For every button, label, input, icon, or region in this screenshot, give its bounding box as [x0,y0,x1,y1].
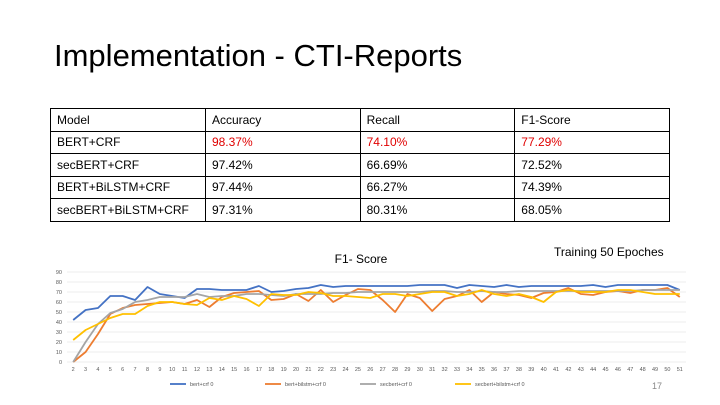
table-header-cell: Recall [359,108,516,132]
x-tick-label: 6 [121,367,124,373]
y-tick-label: 50 [56,310,62,316]
chart-title: F1- Score [334,252,388,266]
y-tick-label: 70 [56,290,62,296]
x-tick-label: 51 [677,367,683,373]
x-tick-label: 38 [516,367,522,373]
table-cell: 80.31% [359,198,516,222]
table-header-row: Model Accuracy Recall F1-Score [50,108,670,132]
table-cell: 97.42% [204,153,361,177]
x-tick-label: 27 [380,367,386,373]
x-tick-label: 20 [293,367,299,373]
table-header-cell: Accuracy [204,108,361,132]
x-tick-label: 30 [417,367,423,373]
table-cell: 66.27% [359,175,516,199]
results-table: Model Accuracy Recall F1-Score BERT+CRF 98.37… [50,108,670,222]
table-cell: secBERT+BiLSTM+CRF [50,198,206,222]
x-tick-label: 36 [491,367,497,373]
x-tick-label: 16 [243,367,249,373]
page-number: 17 [652,381,663,391]
legend-label: secbert+bilstm+crf 0 [475,382,525,388]
legend-label: bert+bilstm+crf 0 [285,382,326,388]
x-tick-label: 11 [182,367,188,373]
x-tick-label: 46 [615,367,621,373]
x-tick-label: 19 [281,367,287,373]
training-note: Training 50 Epoches [554,245,664,259]
x-tick-label: 44 [590,367,596,373]
table-row: BERT+CRF 98.37% 74.10% 77.29% [50,130,670,154]
x-tick-label: 31 [429,367,435,373]
x-tick-label: 42 [565,367,571,373]
x-tick-label: 13 [206,367,212,373]
table-header-cell: Model [50,108,206,132]
series-line [72,289,680,363]
x-tick-label: 48 [640,367,646,373]
y-tick-label: 60 [56,300,62,306]
x-tick-label: 22 [318,367,324,373]
y-tick-label: 30 [56,330,62,336]
x-tick-label: 34 [466,367,472,373]
table-header-cell: F1-Score [514,108,670,132]
table-row: secBERT+BiLSTM+CRF 97.31% 80.31% 68.05% [50,198,670,222]
series-line [72,287,681,363]
table-row: BERT+BiLSTM+CRF 97.44% 66.27% 74.39% [50,175,670,199]
x-tick-label: 14 [219,367,225,373]
x-tick-label: 49 [652,367,658,373]
x-tick-label: 15 [231,367,237,373]
x-tick-label: 4 [96,367,99,373]
table-cell: 66.69% [359,153,516,177]
table-row: secBERT+CRF 97.42% 66.69% 72.52% [50,153,670,177]
x-tick-label: 45 [602,367,608,373]
x-tick-label: 5 [109,367,112,373]
table-cell: 74.39% [514,175,670,199]
x-tick-label: 8 [146,367,149,373]
x-tick-label: 40 [541,367,547,373]
x-tick-label: 25 [355,367,361,373]
x-tick-label: 32 [442,367,448,373]
x-tick-label: 7 [134,367,137,373]
x-tick-label: 50 [664,367,670,373]
table-cell: 97.31% [204,198,361,222]
y-tick-label: 10 [56,350,62,356]
x-tick-label: 17 [256,367,262,373]
x-tick-label: 2 [72,367,75,373]
table-cell: BERT+CRF [50,130,206,154]
x-tick-label: 24 [342,367,348,373]
x-tick-label: 9 [158,367,161,373]
x-tick-label: 12 [194,367,200,373]
slide-title: Implementation - CTI-Reports [54,38,463,73]
x-tick-label: 37 [503,367,509,373]
table-cell: 74.10% [359,130,516,154]
series-line [72,289,680,341]
legend-label: bert+crf 0 [190,382,213,388]
x-tick-label: 39 [528,367,534,373]
x-tick-label: 47 [627,367,633,373]
y-tick-label: 0 [59,360,62,366]
table-cell: 77.29% [514,130,670,154]
x-tick-label: 3 [84,367,87,373]
table-cell: secBERT+CRF [50,153,206,177]
x-tick-label: 43 [578,367,584,373]
x-tick-label: 23 [330,367,336,373]
legend-label: secbert+crf 0 [380,382,412,388]
table-cell: BERT+BiLSTM+CRF [50,175,206,199]
y-tick-label: 20 [56,340,62,346]
x-tick-label: 21 [305,367,311,373]
x-tick-label: 35 [479,367,485,373]
x-tick-label: 10 [169,367,175,373]
table-cell: 98.37% [204,130,361,154]
x-tick-label: 41 [553,367,559,373]
table-cell: 97.44% [204,175,361,199]
x-tick-label: 29 [404,367,410,373]
table-cell: 68.05% [514,198,670,222]
y-tick-label: 80 [56,280,62,286]
y-tick-label: 40 [56,320,62,326]
x-tick-label: 26 [367,367,373,373]
table-cell: 72.52% [514,153,670,177]
x-tick-label: 28 [392,367,398,373]
x-tick-label: 33 [454,367,460,373]
x-tick-label: 18 [268,367,274,373]
y-tick-label: 90 [56,270,62,276]
